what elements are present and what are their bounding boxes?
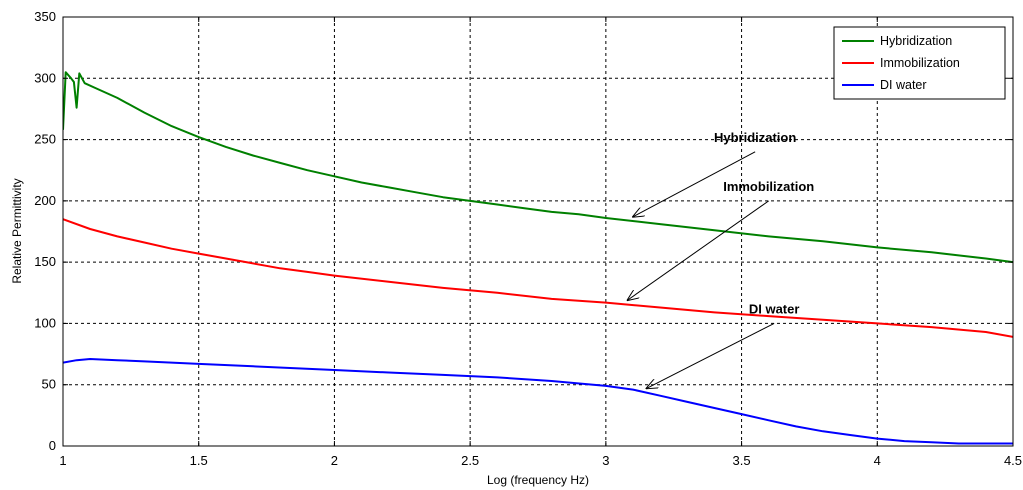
y-tick-label: 200 (34, 193, 56, 208)
annotation-arrow (633, 151, 756, 217)
y-tick-label: 250 (34, 132, 56, 147)
x-tick-label: 4.5 (1004, 453, 1022, 468)
x-tick-label: 3 (602, 453, 609, 468)
annotation-arrow (647, 322, 775, 388)
annotation-label: Hybridization (714, 130, 796, 145)
x-tick-label: 1.5 (190, 453, 208, 468)
series-line-immobilization (63, 218, 1013, 338)
y-tick-label: 300 (34, 70, 56, 85)
plot-frame (62, 16, 1014, 447)
annotation-label: Immobilization (723, 179, 814, 194)
y-axis-label: Relative Permittivity (10, 178, 24, 283)
y-tick-label: 150 (34, 254, 56, 269)
x-tick-label: 3.5 (733, 453, 751, 468)
legend-label: Immobilization (880, 56, 960, 70)
y-tick-label: 100 (34, 315, 56, 330)
x-tick-label: 2.5 (461, 453, 479, 468)
legend-label: DI water (880, 78, 927, 92)
annotations: Hybridization Immobilization DI water (628, 130, 814, 388)
x-tick-label: 1 (59, 453, 66, 468)
annotation-label: DI water (749, 302, 800, 317)
series-lines (63, 71, 1013, 445)
x-axis-label: Log (frequency Hz) (487, 473, 589, 487)
y-tick-label: 50 (42, 377, 56, 392)
grid-lines (63, 17, 1013, 446)
legend-label: Hybridization (880, 34, 952, 48)
y-tick-label: 0 (49, 438, 56, 453)
x-tick-label: 2 (331, 453, 338, 468)
x-tick-label: 4 (874, 453, 881, 468)
series-line-hybridization (63, 71, 1013, 264)
legend: Hybridization Immobilization DI water (833, 26, 1006, 100)
series-line-di-water (63, 358, 1013, 445)
annotation-arrow (628, 200, 770, 300)
y-tick-label: 350 (34, 9, 56, 24)
axis-ticks: 1 1.5 2 2.5 3 3.5 4 4.5 0 50 100 150 200 250 300 350 (34, 9, 1022, 468)
